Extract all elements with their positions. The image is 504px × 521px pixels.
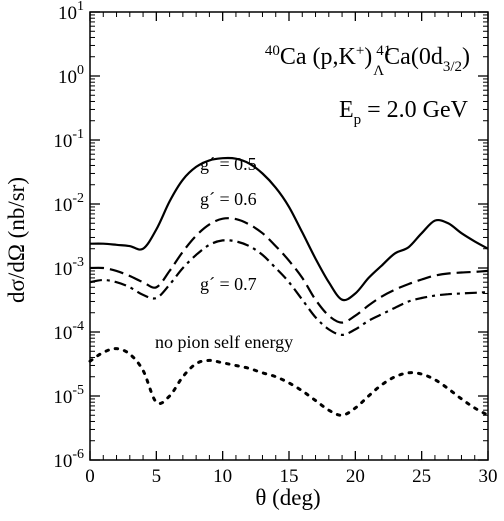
x-tick-label: 15 [280, 466, 299, 487]
series-layer [88, 156, 490, 417]
x-tick-label: 5 [152, 466, 162, 487]
plot-frame [89, 11, 489, 461]
annotation-g05: g´ = 0.5 [200, 154, 257, 174]
y-tick-label: 101 [58, 0, 84, 24]
y-tick-label: 10-2 [53, 191, 84, 216]
y-tick-label: 10-6 [53, 447, 84, 472]
y-tick-label: 10-4 [53, 319, 84, 344]
x-tick-label: 0 [85, 466, 95, 487]
x-tick-label: 30 [479, 466, 498, 487]
series-line-2 [89, 239, 489, 337]
ticks-layer: 0 5 10 15 20 25 30 10-6 10-5 10-4 10-3 10-2 10-1 100 1… [53, 0, 497, 487]
series-line-3 [88, 347, 490, 417]
series-line-0 [89, 156, 489, 302]
y-tick-label: 10-5 [53, 383, 84, 408]
x-tick-label: 25 [412, 466, 431, 487]
annotation-g07: g´ = 0.7 [200, 274, 257, 294]
reaction-title: 40Ca (p,K+) 41 ΛCa(0d3/2) [265, 43, 470, 79]
plot-area [89, 11, 489, 461]
annotation-g06: g´ = 0.6 [200, 189, 257, 209]
annotation-no-pion: no pion self energy [155, 332, 293, 352]
y-tick-label: 10-1 [53, 127, 84, 152]
y-axis-title: dσ/dΩ (nb/sr) [4, 177, 29, 303]
x-axis-title: θ (deg) [255, 485, 320, 510]
y-tick-label: 10-3 [53, 255, 84, 280]
x-tick-label: 10 [213, 466, 232, 487]
beam-energy-label: Ep = 2.0 GeV [339, 97, 469, 128]
x-tick-label: 20 [346, 466, 365, 487]
y-tick-label: 100 [58, 63, 84, 88]
series-line-1 [89, 217, 489, 324]
